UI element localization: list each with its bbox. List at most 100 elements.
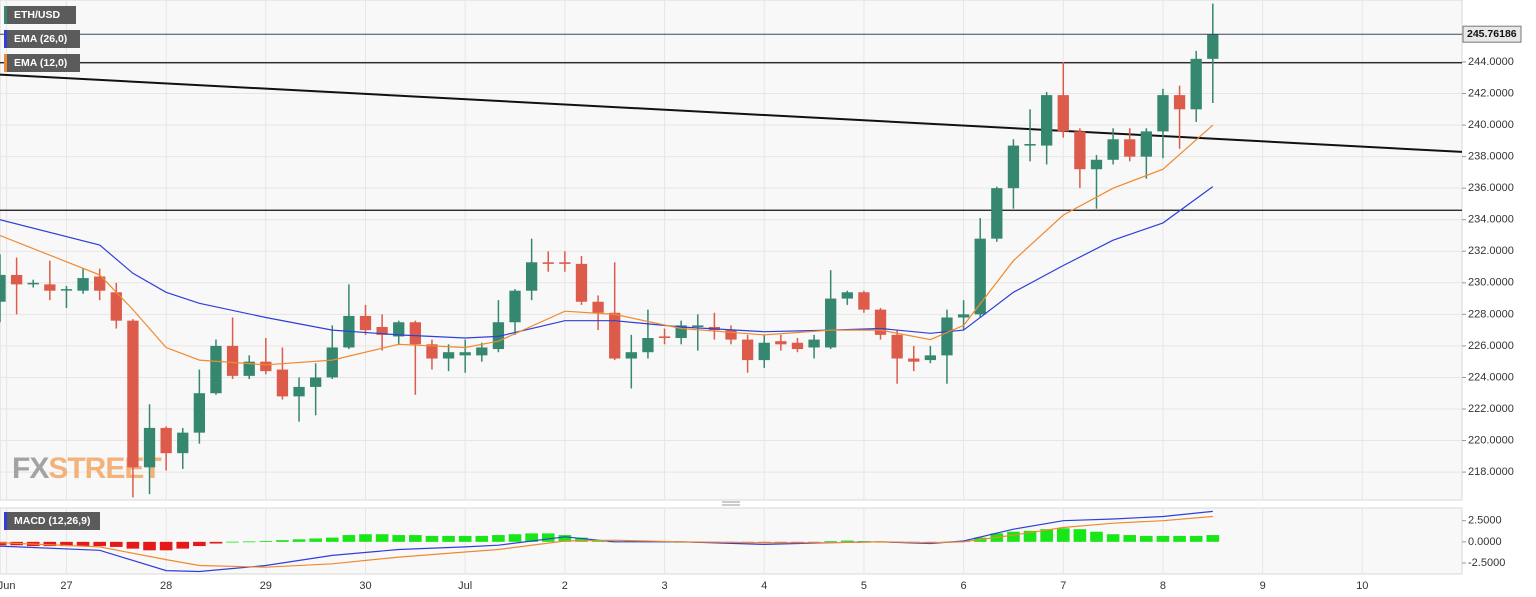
candle-body <box>44 284 56 291</box>
x-tick-label: Jun <box>0 580 16 592</box>
candle-body <box>741 339 754 361</box>
candle-body <box>1074 131 1086 170</box>
macd-line <box>0 515 1213 568</box>
candle-body <box>858 292 870 310</box>
histogram-bar <box>1056 528 1070 542</box>
candle-body <box>60 289 73 291</box>
macd-title: MACD (12,26,9) <box>14 515 90 527</box>
ema-line <box>0 124 1214 366</box>
candle-body <box>0 274 6 302</box>
histogram-bar <box>109 541 123 547</box>
histogram-bar <box>242 541 256 543</box>
legend-swatch <box>4 30 7 48</box>
main-plot-bg <box>0 0 1463 501</box>
histogram-bar <box>508 534 522 542</box>
candle-body <box>1024 144 1036 146</box>
histogram-bar <box>409 535 422 542</box>
histogram-bar <box>259 541 273 542</box>
histogram-bar <box>857 541 871 542</box>
y-tick-label: 218.0000 <box>1468 466 1514 478</box>
candle-body <box>1207 34 1219 59</box>
histogram-bar <box>93 541 106 547</box>
y-tick-label: -2.5000 <box>1468 557 1505 569</box>
histogram-bar <box>76 541 90 547</box>
candle-body <box>1140 131 1152 157</box>
histogram-bar <box>309 538 322 542</box>
x-tick-label: 5 <box>861 580 867 592</box>
legend-box[interactable] <box>4 54 80 72</box>
histogram-bar <box>1156 535 1170 542</box>
histogram-bar <box>1023 530 1037 542</box>
legend-box[interactable] <box>4 512 100 530</box>
candle-body <box>1057 95 1069 132</box>
histogram-bar <box>1090 531 1103 542</box>
y-tick-label: 2.5000 <box>1468 515 1502 527</box>
candle-body <box>310 377 322 387</box>
main-plot <box>0 3 1462 498</box>
x-tick-label: 6 <box>961 580 967 592</box>
y-tick-label: 224.0000 <box>1468 371 1514 383</box>
candle-body <box>974 238 986 315</box>
candle-body <box>226 345 239 376</box>
x-tick-label: 7 <box>1060 580 1066 592</box>
histogram-bar <box>342 535 356 542</box>
candle-body <box>675 325 687 339</box>
candle-body <box>1157 95 1169 132</box>
y-tick-label: 240.0000 <box>1468 119 1514 131</box>
candle-body <box>924 355 937 361</box>
histogram-bar <box>60 541 73 547</box>
macd-plot <box>0 510 1220 573</box>
candle-body <box>791 342 804 350</box>
candle-body <box>459 352 471 356</box>
candle-body <box>525 262 538 291</box>
candle-body <box>957 314 970 318</box>
x-tick-label: Jul <box>458 580 472 592</box>
macd-line <box>0 510 1213 573</box>
grid <box>0 0 1462 574</box>
ema-line <box>0 186 1214 339</box>
histogram-bar <box>325 537 339 542</box>
candle-body <box>825 298 837 348</box>
candle-body <box>409 322 421 345</box>
y-tick-label: 242.0000 <box>1468 87 1514 99</box>
histogram-bar <box>292 539 306 542</box>
candle-body <box>476 347 488 356</box>
histogram-bar <box>359 534 372 542</box>
y-tick-label: 0.0000 <box>1468 536 1502 548</box>
histogram-bar <box>143 541 156 551</box>
y-tick-label: 236.0000 <box>1468 182 1514 194</box>
candle-body <box>326 347 338 378</box>
macd-plot-bg <box>0 507 1463 575</box>
histogram-bar <box>1007 531 1020 542</box>
histogram-bar <box>1073 529 1087 542</box>
legend-box[interactable] <box>4 6 76 24</box>
candle-body <box>27 282 39 285</box>
legend-box[interactable] <box>4 30 80 48</box>
watermark-fx: FX <box>12 452 49 485</box>
y-tick-label: 222.0000 <box>1468 403 1514 415</box>
candle-body <box>1107 139 1119 160</box>
candle-body <box>426 344 438 359</box>
candle-body <box>160 427 172 454</box>
legend-label: EMA (26,0) <box>14 33 67 45</box>
histogram-bar <box>1189 535 1203 542</box>
histogram-bar <box>1123 535 1137 542</box>
legend-label: ETH/USD <box>14 9 61 21</box>
axes: Jun 27 28 29 30 Jul 2 3 4 5 6 7 8 9 10 218.0000 220.0000… <box>0 25 1522 592</box>
separator-grip <box>722 501 740 506</box>
candle-body <box>1007 145 1020 189</box>
x-tick-label: 4 <box>761 580 767 592</box>
candle-body <box>210 345 222 394</box>
candle-body <box>243 361 255 376</box>
candle-body <box>908 358 920 362</box>
watermark: FXSTREET <box>12 452 161 485</box>
histogram-bar <box>176 541 190 549</box>
y-tick-label: 220.0000 <box>1468 434 1514 446</box>
x-tick-label: 29 <box>260 580 272 592</box>
candle-body <box>1041 95 1053 146</box>
candle-body <box>1190 58 1202 110</box>
candle-body <box>1124 139 1136 157</box>
x-tick-label: 3 <box>661 580 667 592</box>
